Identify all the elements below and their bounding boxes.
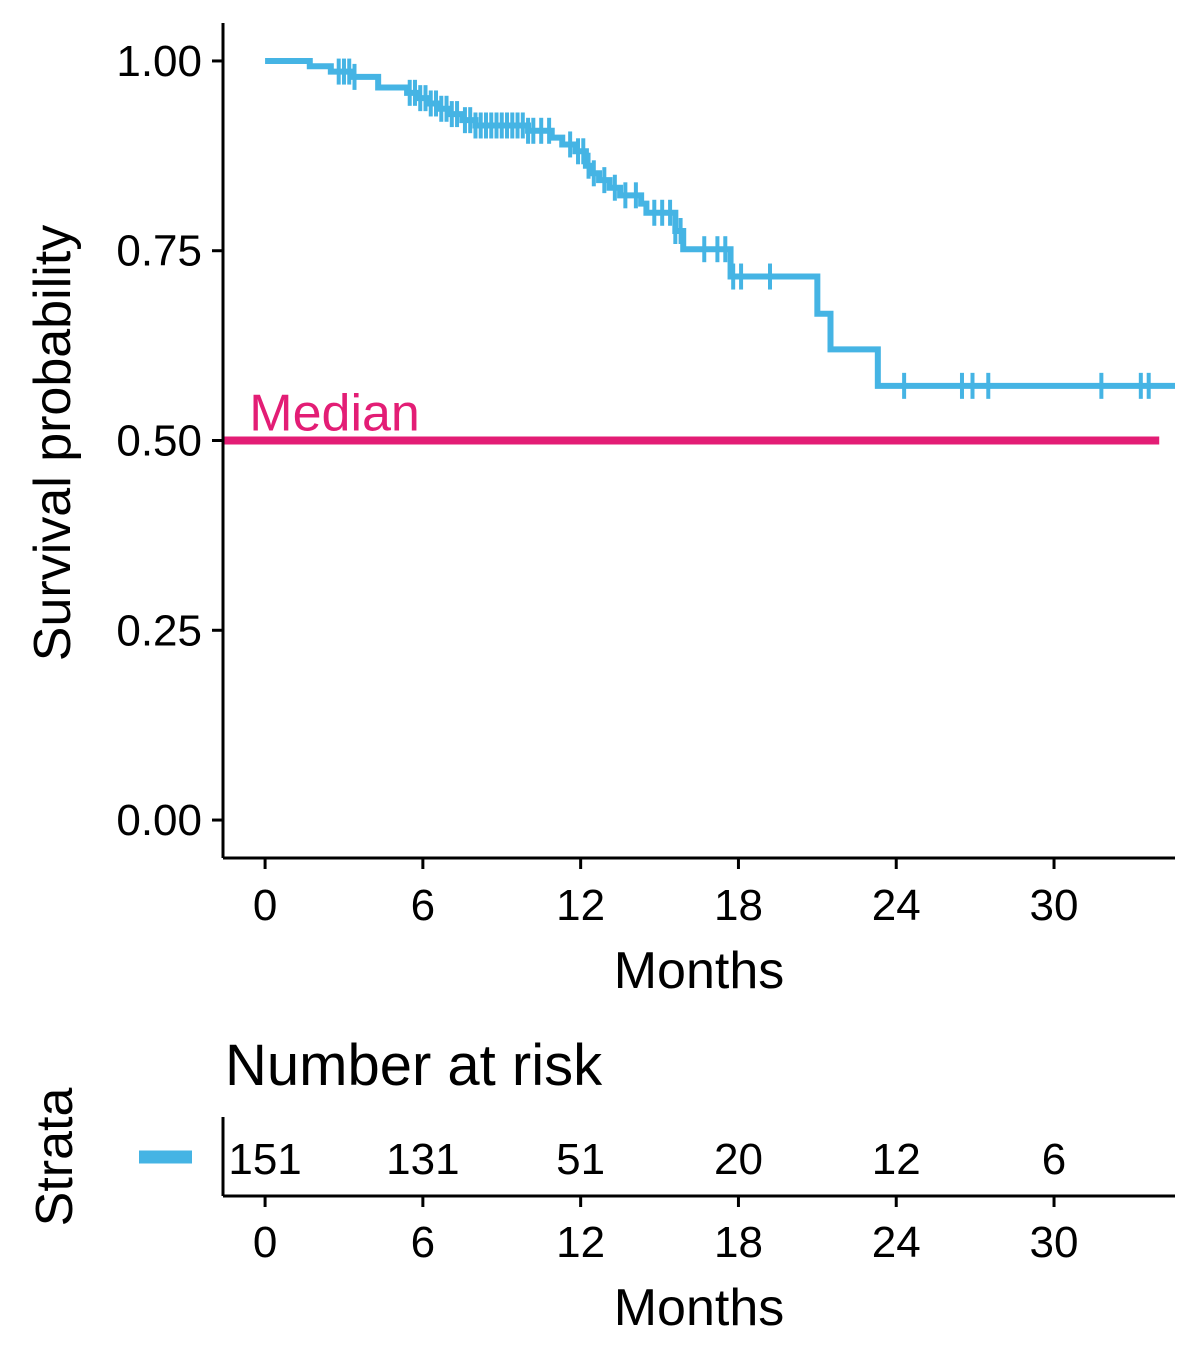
risk-values: 151 131 51 20 12 6 <box>228 1135 1066 1184</box>
y-ticks: 0.00 0.25 0.50 0.75 1.00 <box>116 37 223 845</box>
risk-table-title: Number at risk <box>225 1033 603 1098</box>
x-tick-label: 0 <box>253 881 277 930</box>
survival-curve-layer <box>265 57 1175 389</box>
y-axis-title: Survival probability <box>24 225 82 661</box>
y-tick-label: 1.00 <box>116 37 202 86</box>
risk-x-tick-label: 0 <box>253 1218 277 1267</box>
annotation-layer: Median <box>249 385 420 443</box>
y-tick-label: 0.25 <box>116 606 202 655</box>
x-tick-label: 30 <box>1030 881 1079 930</box>
at-risk-value: 12 <box>872 1135 921 1184</box>
risk-x-tick-label: 30 <box>1030 1218 1079 1267</box>
x-tick-label: 12 <box>556 881 605 930</box>
x-ticks: 0 6 12 18 24 30 <box>253 858 1079 930</box>
at-risk-value: 131 <box>386 1135 459 1184</box>
at-risk-value: 151 <box>228 1135 301 1184</box>
risk-x-tick-label: 24 <box>872 1218 921 1267</box>
risk-x-ticks: 0 6 12 18 24 30 <box>253 1196 1079 1267</box>
risk-table: Number at risk Strata 151 131 51 20 12 6 0 6 12… <box>26 1033 1175 1337</box>
x-axis-title: Months <box>614 942 785 1000</box>
survival-plot: Median 0.00 0.25 0.50 0.75 1.00 0 6 12 18 24 30 M… <box>24 23 1175 1000</box>
at-risk-value: 6 <box>1042 1135 1066 1184</box>
y-tick-label: 0.50 <box>116 417 202 466</box>
censor-marks-layer <box>336 58 1151 399</box>
at-risk-value: 51 <box>556 1135 605 1184</box>
x-tick-label: 24 <box>872 881 921 930</box>
y-tick-label: 0.75 <box>116 227 202 276</box>
risk-x-tick-label: 12 <box>556 1218 605 1267</box>
risk-table-ylabel: Strata <box>26 1088 84 1227</box>
y-tick-label: 0.00 <box>116 796 202 845</box>
median-label: Median <box>249 385 420 443</box>
risk-x-tick-label: 18 <box>714 1218 763 1267</box>
risk-x-axis-title: Months <box>614 1279 785 1337</box>
risk-x-tick-label: 6 <box>411 1218 435 1267</box>
at-risk-value: 20 <box>714 1135 763 1184</box>
x-tick-label: 18 <box>714 881 763 930</box>
x-tick-label: 6 <box>411 881 435 930</box>
survival-curve <box>265 57 1175 389</box>
